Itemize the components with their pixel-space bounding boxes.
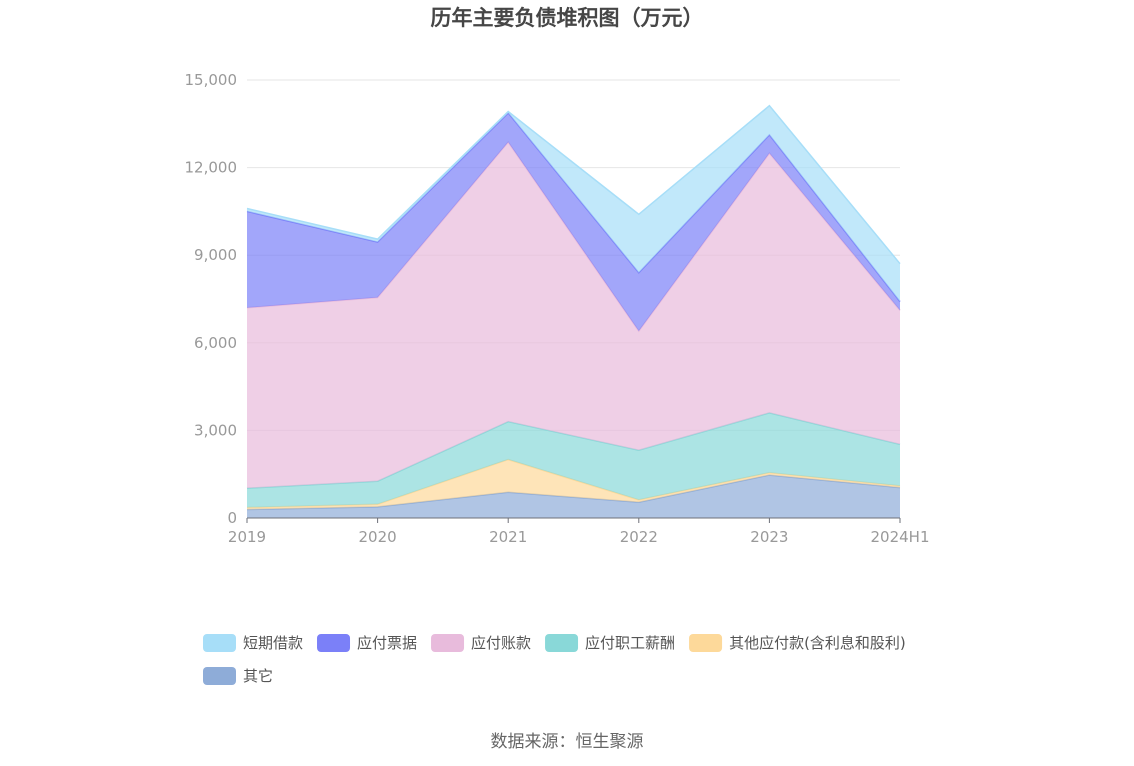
- y-tick-label: 6,000: [194, 334, 237, 352]
- x-tick-label: 2023: [750, 528, 788, 546]
- legend-swatch: [689, 634, 723, 652]
- x-tick-label: 2019: [228, 528, 266, 546]
- legend-label: 应付票据: [357, 634, 417, 652]
- area-其他应付款(含利息和股利): [247, 459, 900, 510]
- chart-title: 历年主要负债堆积图（万元）: [431, 6, 704, 30]
- legend-item[interactable]: 短期借款: [203, 634, 303, 652]
- legend-label: 其他应付款(含利息和股利): [729, 634, 906, 652]
- legend-item[interactable]: 应付账款: [431, 634, 531, 652]
- area-应付票据: [247, 112, 900, 332]
- area-应付账款: [247, 142, 900, 489]
- y-tick-label: 12,000: [185, 159, 238, 177]
- legend[interactable]: 短期借款 应付票据 应付账款 应付职工薪酬 其他应付款(含利息和股利) 其它: [203, 634, 906, 685]
- legend-item[interactable]: 应付票据: [317, 634, 417, 652]
- x-tick-label: 2022: [620, 528, 658, 546]
- y-tick-label: 0: [227, 509, 237, 527]
- y-tick-label: 15,000: [185, 71, 238, 89]
- legend-swatch: [203, 667, 236, 685]
- legend-swatch: [317, 634, 351, 652]
- legend-label: 应付账款: [471, 634, 531, 652]
- area-应付职工薪酬: [247, 412, 900, 508]
- y-tick-label: 3,000: [194, 421, 237, 439]
- x-tick-label: 2020: [359, 528, 397, 546]
- line-短期借款: [246, 104, 901, 265]
- legend-label: 其它: [243, 667, 273, 685]
- line-其它: [246, 474, 901, 511]
- x-tick-label: 2021: [489, 528, 527, 546]
- legend-item[interactable]: 其他应付款(含利息和股利): [689, 634, 906, 652]
- legend-item[interactable]: 应付职工薪酬: [545, 634, 675, 652]
- y-tick-label: 9,000: [194, 246, 237, 264]
- area-短期借款: [247, 105, 900, 302]
- area-其它: [247, 475, 900, 518]
- x-tick-label: 2024H1: [871, 528, 930, 546]
- source-text: 数据来源：恒生聚源: [491, 732, 644, 752]
- area-series: [246, 104, 901, 518]
- axes: 0 3,000 6,000 9,000 12,000 15,000 2019 2020 2021…: [185, 71, 930, 546]
- legend-swatch: [545, 634, 579, 652]
- legend-item[interactable]: 其它: [203, 667, 273, 685]
- legend-swatch: [203, 634, 236, 652]
- legend-label: 短期借款: [243, 634, 303, 652]
- legend-label: 应付职工薪酬: [585, 634, 675, 652]
- legend-swatch: [431, 634, 465, 652]
